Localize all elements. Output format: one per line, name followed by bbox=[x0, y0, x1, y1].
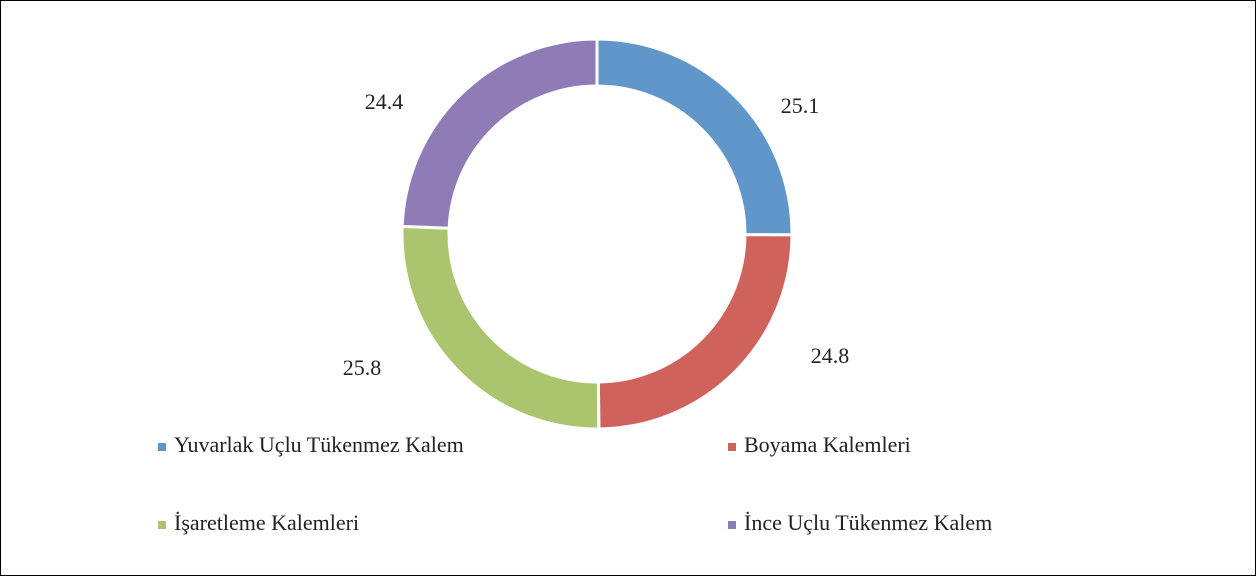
legend-marker bbox=[728, 443, 736, 451]
donut-slice bbox=[400, 37, 599, 230]
data-label: 24.4 bbox=[365, 89, 404, 114]
legend-label: Boyama Kalemleri bbox=[744, 432, 911, 457]
legend-marker bbox=[728, 521, 736, 529]
legend-marker bbox=[158, 443, 166, 451]
data-label: 25.8 bbox=[343, 355, 382, 380]
legend-label: İşaretleme Kalemleri bbox=[174, 510, 359, 535]
legend-marker bbox=[158, 521, 166, 529]
data-label: 24.8 bbox=[811, 343, 850, 368]
legend-label: Yuvarlak Uçlu Tükenmez Kalem bbox=[174, 432, 464, 457]
legend-label: İnce Uçlu Tükenmez Kalem bbox=[744, 510, 992, 535]
data-label: 25.1 bbox=[781, 93, 820, 118]
